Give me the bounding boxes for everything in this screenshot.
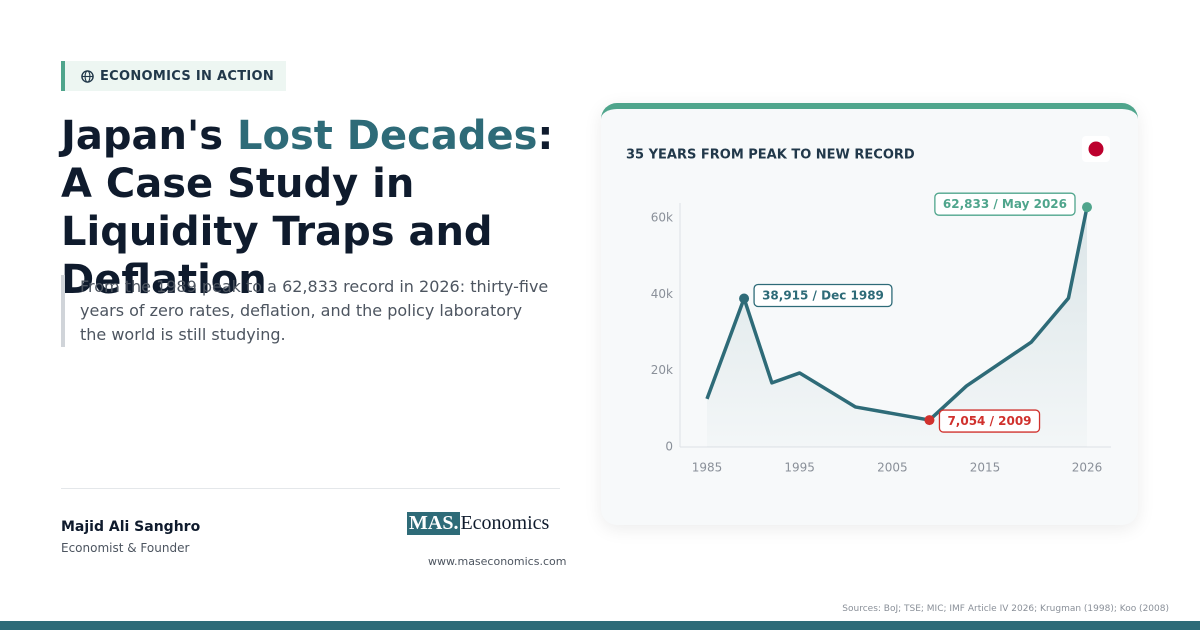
annotation-box	[938, 409, 1041, 433]
y-tick-label: 20k	[651, 363, 673, 377]
point	[739, 293, 750, 304]
area	[707, 207, 1087, 447]
y-tick-label: 40k	[651, 287, 673, 301]
x-tick-label: 1995	[784, 461, 815, 475]
globe-icon	[81, 69, 94, 83]
logo-word: Economics	[460, 512, 550, 534]
author-name: Majid Ali Sanghro	[61, 519, 201, 535]
line	[705, 206, 1089, 422]
annotation: 7,054 / 2009	[947, 414, 1031, 428]
bottom-bar	[0, 621, 1200, 630]
x-tick-label: 2005	[877, 461, 908, 475]
flag-sun	[1088, 141, 1104, 157]
badge: ECONOMICS IN ACTION	[61, 61, 287, 91]
logo: MAS. Economics	[407, 512, 549, 535]
logo-mark: MAS.	[407, 512, 461, 535]
annotation: 62,833 / May 2026	[943, 197, 1067, 211]
point	[1082, 202, 1092, 213]
chart-card: 35 YEARS FROM PEAK TO NEW RECORD 0 20k 40k…	[601, 103, 1138, 525]
x-tick-label: 1985	[692, 461, 723, 475]
badge-text: ECONOMICS IN ACTION	[100, 68, 275, 84]
x-tick-label: 2015	[970, 461, 1001, 475]
point	[924, 415, 935, 426]
author-role: Economist & Founder	[61, 541, 190, 555]
y-tick-label: 60k	[651, 211, 673, 225]
chart: 35 YEARS FROM PEAK TO NEW RECORD 0 20k 40k…	[626, 136, 1111, 475]
headline-part: Japan's	[61, 113, 237, 159]
url[interactable]: www.maseconomics.com	[428, 555, 567, 568]
headline: Japan's Lost Decades: A Case Study in Li…	[61, 112, 561, 304]
chart-title: 35 YEARS FROM PEAK TO NEW RECORD	[626, 148, 915, 163]
subtitle: From the 1989 peak to a 62,833 record in…	[61, 275, 550, 347]
y-tick-label: 0	[665, 440, 673, 454]
headline-highlight: Lost Decades	[236, 113, 538, 159]
annotation-box	[753, 283, 893, 308]
sources: Sources: BoJ; TSE; MIC; IMF Article IV 2…	[842, 604, 1169, 614]
divider	[61, 488, 560, 489]
x-tick-label: 2026	[1072, 461, 1103, 475]
headline-part: : A Case Study in Liquidity Traps and De…	[61, 113, 554, 303]
annotation: 38,915 / Dec 1989	[762, 288, 884, 302]
annotation-box	[934, 192, 1076, 216]
